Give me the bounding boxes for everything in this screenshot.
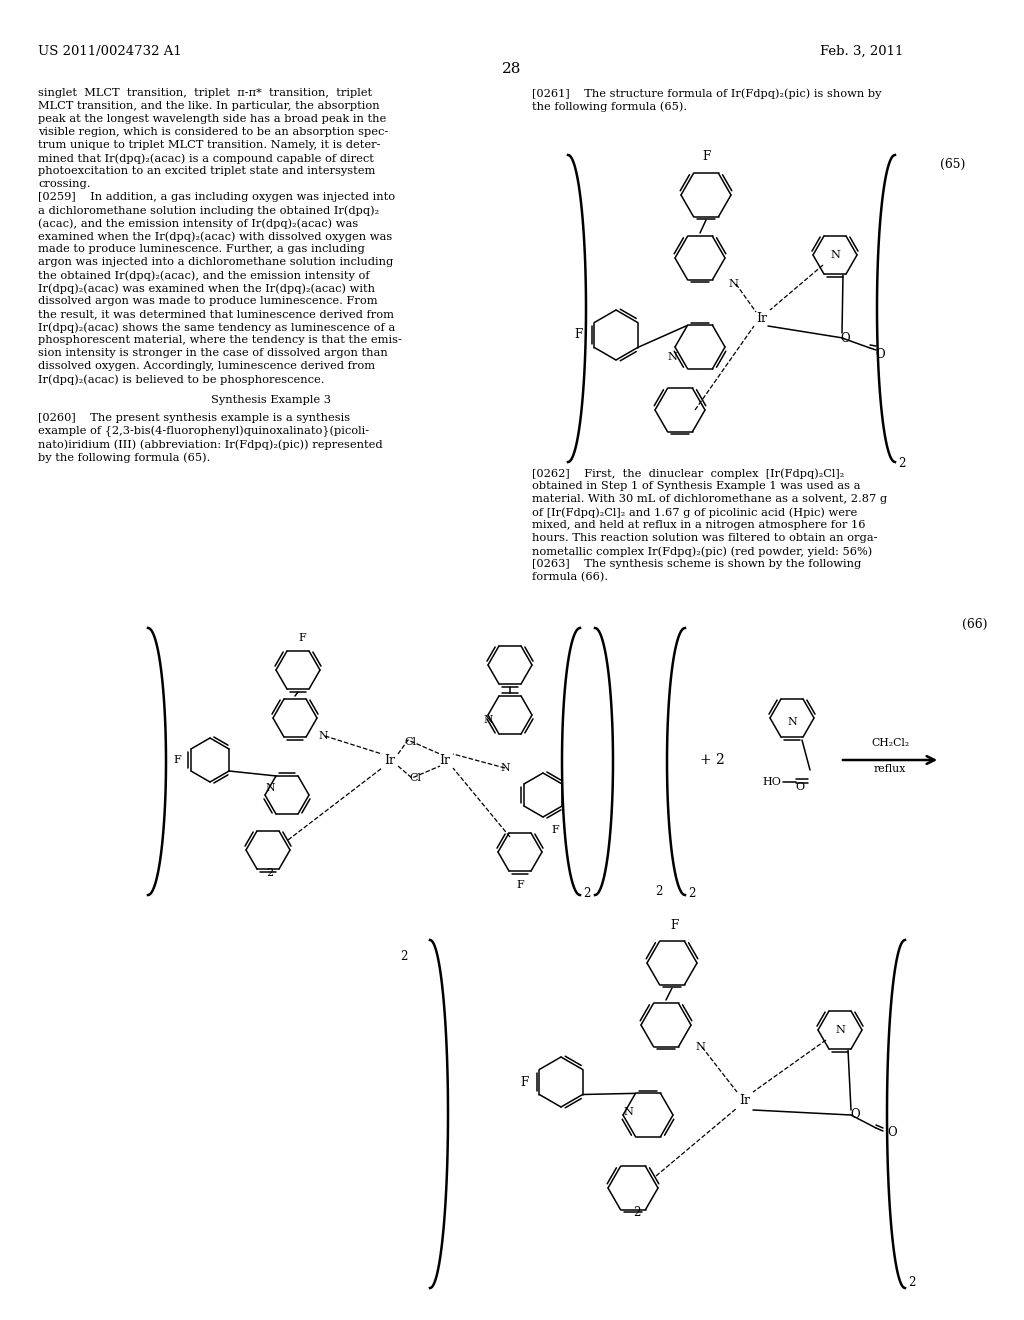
Text: the following formula (65).: the following formula (65). — [532, 102, 687, 112]
Text: [0261]    The structure formula of Ir(Fdpq)₂(pic) is shown by: [0261] The structure formula of Ir(Fdpq)… — [532, 88, 882, 99]
Text: nometallic complex Ir(Fdpq)₂(pic) (red powder, yield: 56%): nometallic complex Ir(Fdpq)₂(pic) (red p… — [532, 546, 872, 557]
Text: reflux: reflux — [873, 764, 906, 774]
Text: F: F — [298, 634, 306, 643]
Text: 2: 2 — [266, 869, 273, 878]
Text: Ir(dpq)₂(acac) was examined when the Ir(dpq)₂(acac) with: Ir(dpq)₂(acac) was examined when the Ir(… — [38, 282, 375, 293]
Text: mined that Ir(dpq)₂(acac) is a compound capable of direct: mined that Ir(dpq)₂(acac) is a compound … — [38, 153, 374, 164]
Text: phosphorescent material, where the tendency is that the emis-: phosphorescent material, where the tende… — [38, 335, 401, 345]
Text: Ir(dpq)₂(acac) is believed to be phosphorescence.: Ir(dpq)₂(acac) is believed to be phospho… — [38, 374, 325, 384]
Text: [0263]    The synthesis scheme is shown by the following: [0263] The synthesis scheme is shown by … — [532, 558, 861, 569]
Text: photoexcitation to an excited triplet state and intersystem: photoexcitation to an excited triplet st… — [38, 166, 376, 176]
Text: [0259]    In addition, a gas including oxygen was injected into: [0259] In addition, a gas including oxyg… — [38, 191, 395, 202]
Text: obtained in Step 1 of Synthesis Example 1 was used as a: obtained in Step 1 of Synthesis Example … — [532, 480, 860, 491]
Text: F: F — [516, 880, 524, 890]
Text: O: O — [887, 1126, 897, 1138]
Text: O: O — [796, 781, 805, 792]
Text: N: N — [728, 279, 738, 289]
Text: N: N — [835, 1026, 845, 1035]
Text: Cl: Cl — [409, 774, 421, 783]
Text: Synthesis Example 3: Synthesis Example 3 — [211, 395, 331, 405]
Text: Ir: Ir — [439, 754, 451, 767]
Text: N: N — [667, 352, 677, 362]
Text: + 2: + 2 — [699, 752, 724, 767]
Text: F: F — [701, 150, 710, 162]
Text: 2: 2 — [688, 887, 695, 900]
Text: Ir: Ir — [739, 1093, 751, 1106]
Text: O: O — [876, 348, 885, 362]
Text: Feb. 3, 2011: Feb. 3, 2011 — [820, 45, 903, 58]
Text: N: N — [265, 783, 274, 793]
Text: 2: 2 — [898, 457, 905, 470]
Text: (66): (66) — [962, 618, 987, 631]
Text: sion intensity is stronger in the case of dissolved argon than: sion intensity is stronger in the case o… — [38, 348, 388, 358]
Text: N: N — [623, 1107, 633, 1117]
Text: N: N — [318, 731, 328, 741]
Text: F: F — [521, 1076, 529, 1089]
Text: 2: 2 — [655, 884, 663, 898]
Text: hours. This reaction solution was filtered to obtain an orga-: hours. This reaction solution was filter… — [532, 533, 878, 543]
Text: formula (66).: formula (66). — [532, 572, 608, 582]
Text: O: O — [850, 1109, 860, 1122]
Text: [0262]    First,  the  dinuclear  complex  [Ir(Fdpq)₂Cl]₂: [0262] First, the dinuclear complex [Ir(… — [532, 469, 844, 479]
Text: 2: 2 — [633, 1206, 641, 1218]
Text: material. With 30 mL of dichloromethane as a solvent, 2.87 g: material. With 30 mL of dichloromethane … — [532, 494, 887, 504]
Text: F: F — [173, 755, 181, 766]
Text: N: N — [501, 763, 510, 774]
Text: N: N — [787, 717, 797, 727]
Text: by the following formula (65).: by the following formula (65). — [38, 451, 210, 462]
Text: CH₂Cl₂: CH₂Cl₂ — [870, 738, 909, 748]
Text: example of {2,3-bis(4-fluorophenyl)quinoxalinato}(picoli-: example of {2,3-bis(4-fluorophenyl)quino… — [38, 426, 369, 437]
Text: (65): (65) — [940, 158, 966, 172]
Text: F: F — [670, 919, 678, 932]
Text: argon was injected into a dichloromethane solution including: argon was injected into a dichloromethan… — [38, 257, 393, 267]
Text: N: N — [830, 249, 840, 260]
Text: N: N — [695, 1041, 705, 1052]
Text: [0260]    The present synthesis example is a synthesis: [0260] The present synthesis example is … — [38, 413, 350, 422]
Text: a dichloromethane solution including the obtained Ir(dpq)₂: a dichloromethane solution including the… — [38, 205, 379, 215]
Text: O: O — [840, 331, 850, 345]
Text: mixed, and held at reflux in a nitrogen atmosphere for 16: mixed, and held at reflux in a nitrogen … — [532, 520, 865, 531]
Text: the result, it was determined that luminescence derived from: the result, it was determined that lumin… — [38, 309, 394, 319]
Text: F: F — [551, 825, 559, 836]
Text: N: N — [483, 715, 493, 725]
Text: US 2011/0024732 A1: US 2011/0024732 A1 — [38, 45, 181, 58]
Text: singlet  MLCT  transition,  triplet  π-π*  transition,  triplet: singlet MLCT transition, triplet π-π* tr… — [38, 88, 372, 98]
Text: nato)iridium (III) (abbreviation: Ir(Fdpq)₂(pic)) represented: nato)iridium (III) (abbreviation: Ir(Fdp… — [38, 440, 383, 450]
Text: HO: HO — [762, 777, 781, 787]
Text: Ir: Ir — [384, 754, 395, 767]
Text: examined when the Ir(dpq)₂(acac) with dissolved oxygen was: examined when the Ir(dpq)₂(acac) with di… — [38, 231, 392, 242]
Text: Ir(dpq)₂(acac) shows the same tendency as luminescence of a: Ir(dpq)₂(acac) shows the same tendency a… — [38, 322, 395, 333]
Text: of [Ir(Fdpq)₂Cl]₂ and 1.67 g of picolinic acid (Hpic) were: of [Ir(Fdpq)₂Cl]₂ and 1.67 g of picolini… — [532, 507, 857, 517]
Text: F: F — [574, 329, 583, 342]
Text: (acac), and the emission intensity of Ir(dpq)₂(acac) was: (acac), and the emission intensity of Ir… — [38, 218, 358, 228]
Text: trum unique to triplet MLCT transition. Namely, it is deter-: trum unique to triplet MLCT transition. … — [38, 140, 381, 150]
Text: 2: 2 — [400, 950, 408, 964]
Text: 2: 2 — [908, 1276, 915, 1290]
Text: 28: 28 — [503, 62, 521, 77]
Text: dissolved argon was made to produce luminescence. From: dissolved argon was made to produce lumi… — [38, 296, 378, 306]
Text: peak at the longest wavelength side has a broad peak in the: peak at the longest wavelength side has … — [38, 114, 386, 124]
Text: 2: 2 — [583, 887, 591, 900]
Text: dissolved oxygen. Accordingly, luminescence derived from: dissolved oxygen. Accordingly, luminesce… — [38, 360, 375, 371]
Text: crossing.: crossing. — [38, 180, 90, 189]
Text: Cl: Cl — [404, 737, 416, 747]
Text: made to produce luminescence. Further, a gas including: made to produce luminescence. Further, a… — [38, 244, 365, 253]
Text: the obtained Ir(dpq)₂(acac), and the emission intensity of: the obtained Ir(dpq)₂(acac), and the emi… — [38, 271, 370, 281]
Text: visible region, which is considered to be an absorption spec-: visible region, which is considered to b… — [38, 127, 388, 137]
Text: MLCT transition, and the like. In particular, the absorption: MLCT transition, and the like. In partic… — [38, 102, 380, 111]
Text: Ir: Ir — [757, 312, 768, 325]
